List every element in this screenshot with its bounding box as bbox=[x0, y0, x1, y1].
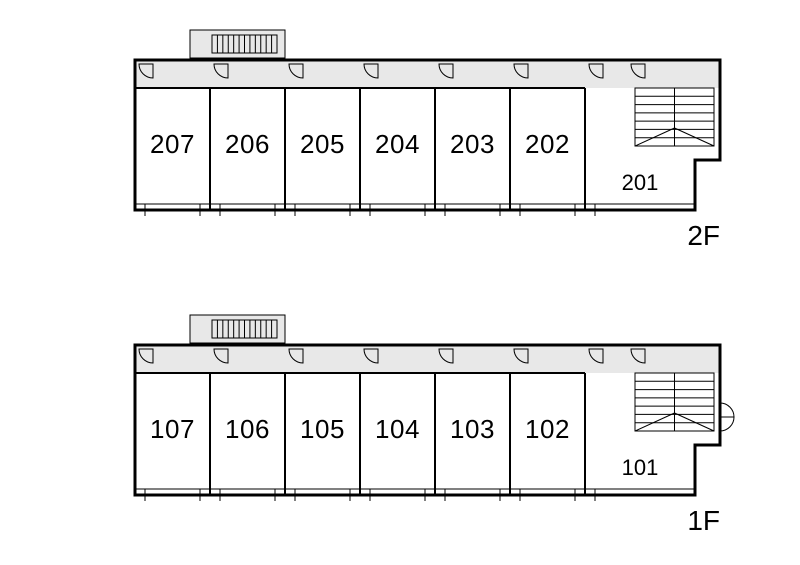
room-label: 205 bbox=[300, 129, 345, 159]
room-label: 107 bbox=[150, 414, 195, 444]
room-label: 101 bbox=[622, 455, 659, 480]
room-label: 207 bbox=[150, 129, 195, 159]
roof-unit bbox=[190, 30, 285, 58]
room-label: 202 bbox=[525, 129, 570, 159]
room-label: 204 bbox=[375, 129, 420, 159]
room-label: 105 bbox=[300, 414, 345, 444]
room-label: 102 bbox=[525, 414, 570, 444]
floor-label: 2F bbox=[687, 220, 720, 251]
floor-label: 1F bbox=[687, 505, 720, 536]
roof-unit bbox=[190, 315, 285, 343]
room-label: 104 bbox=[375, 414, 420, 444]
room-label: 206 bbox=[225, 129, 270, 159]
room-label: 203 bbox=[450, 129, 495, 159]
floor-2F: 207 206 205 204 203 202 201 2F bbox=[135, 30, 720, 251]
floorplan-diagram: 2072062052042032022012F10710610510410310… bbox=[0, 0, 800, 565]
floor-1F: 107 106 105 104 103 102 101 1F bbox=[135, 315, 734, 536]
room-label: 106 bbox=[225, 414, 270, 444]
room-label: 201 bbox=[622, 170, 659, 195]
room-label: 103 bbox=[450, 414, 495, 444]
